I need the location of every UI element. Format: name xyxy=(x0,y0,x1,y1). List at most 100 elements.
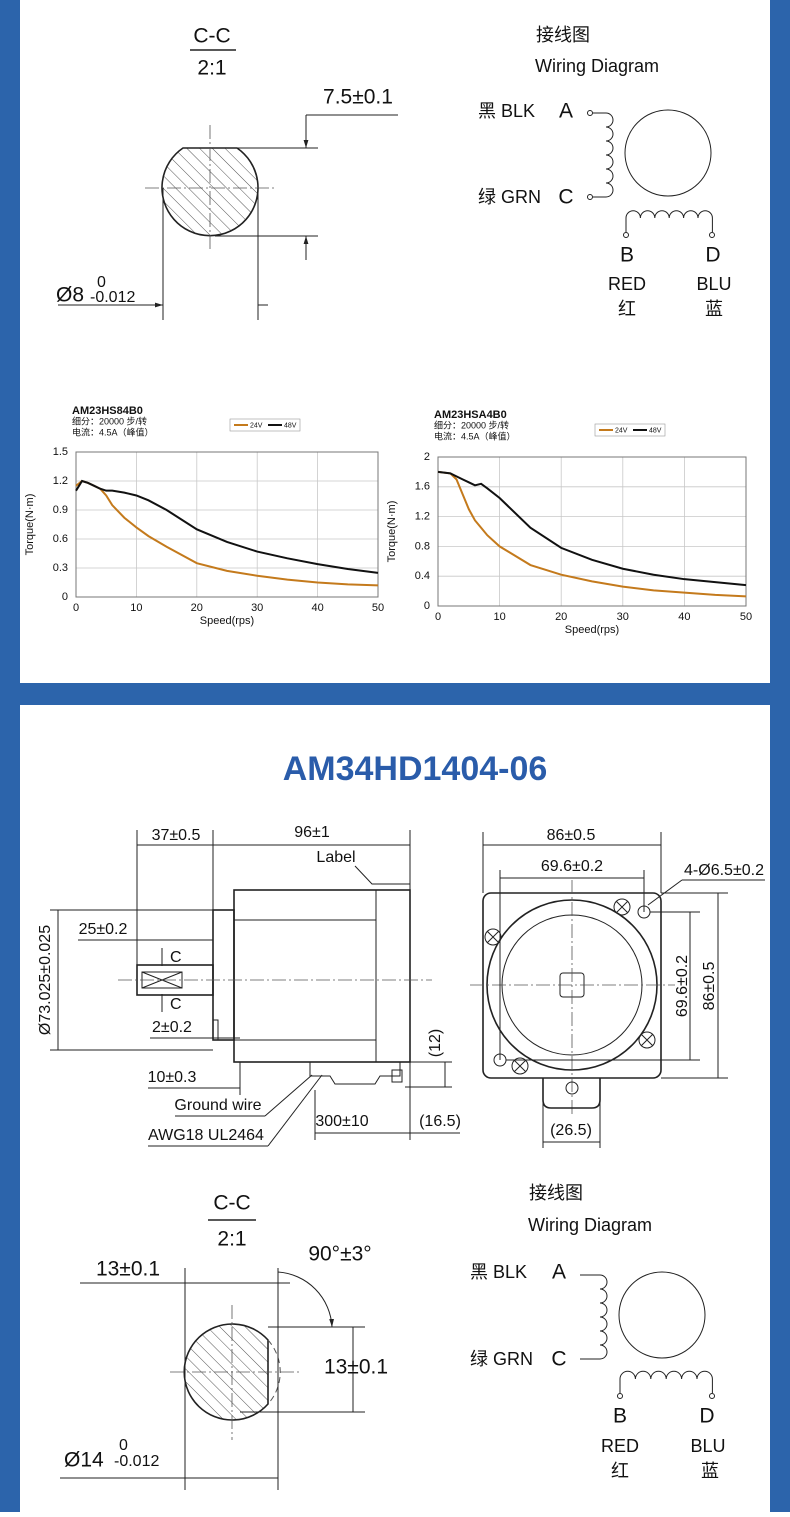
x-tick-label: 10 xyxy=(130,602,142,614)
series-line xyxy=(75,479,379,574)
term-d: D xyxy=(699,1405,714,1428)
x-tick-label: 50 xyxy=(372,602,384,614)
term-b: B xyxy=(613,1405,627,1428)
term-c: C xyxy=(558,186,573,209)
x-tick-label: 0 xyxy=(73,602,79,614)
series-line xyxy=(437,470,747,587)
exit-height: (12) xyxy=(427,1029,444,1057)
y-tick-label: 0.8 xyxy=(415,540,430,552)
shaft-length: 37±0.5 xyxy=(152,827,201,844)
body-length: 96±1 xyxy=(294,824,330,841)
chart-subtitle: 细分：20000 步/转 xyxy=(72,415,147,426)
flat-dim-v: 13±0.1 xyxy=(324,1356,388,1379)
color-d: BLU xyxy=(696,274,731,294)
top-section: C-C 2:1 7.5±0.1 Ø8 0 -0.012 xyxy=(56,25,398,320)
y-tick-label: 0.9 xyxy=(53,504,68,516)
color-d: BLU xyxy=(690,1436,725,1456)
color-d-cn: 蓝 xyxy=(701,1461,719,1481)
wire-c: 绿 GRN xyxy=(478,187,541,207)
term-c: C xyxy=(551,1348,566,1371)
y-tick-label: 0.3 xyxy=(53,562,68,574)
front-width: 86±0.5 xyxy=(547,827,596,844)
pilot-diameter: Ø73.025±0.025 xyxy=(37,925,54,1035)
flat-dim: 13±0.1 xyxy=(96,1258,160,1281)
legend-label: 24V xyxy=(615,427,628,434)
color-b-cn: 红 xyxy=(611,1461,629,1481)
series-line xyxy=(437,470,747,598)
ground-wire: Ground wire xyxy=(174,1097,261,1114)
section-mark: C xyxy=(170,949,182,966)
tab-width: (26.5) xyxy=(550,1122,592,1139)
wiring-title-en: Wiring Diagram xyxy=(535,56,659,76)
top-panel xyxy=(20,0,770,683)
side-view: 37±0.5 96±1 Label 25±0.2 C C Ø73.025±0.0… xyxy=(37,824,461,1147)
legend-label: 48V xyxy=(284,422,297,429)
hole-spacing: 69.6±0.2 xyxy=(541,858,603,875)
y-tick-label: 0.4 xyxy=(415,570,430,582)
wiring-title-cn: 接线图 xyxy=(529,1183,583,1203)
diameter-dim: Ø14 xyxy=(64,1449,104,1472)
pilot-height: 2±0.2 xyxy=(152,1019,192,1036)
y-axis-label: Torque(N·m) xyxy=(24,494,36,556)
chart-subtitle: 电流：4.5A（峰值） xyxy=(72,426,154,437)
flange-dim: 10±0.3 xyxy=(148,1069,197,1086)
wiring-title-en: Wiring Diagram xyxy=(528,1215,652,1235)
upper-tol: 0 xyxy=(119,1437,128,1454)
legend-box xyxy=(229,418,301,432)
color-b: RED xyxy=(601,1436,639,1456)
x-tick-label: 50 xyxy=(740,611,752,623)
term-a: A xyxy=(559,100,573,123)
y-tick-label: 1.2 xyxy=(53,475,68,487)
bottom-panel xyxy=(20,705,770,1512)
exit-offset: (16.5) xyxy=(419,1113,461,1130)
y-tick-label: 0 xyxy=(62,591,68,603)
x-axis-label: Speed(rps) xyxy=(200,615,254,627)
legend-label: 24V xyxy=(250,422,263,429)
wire-a: 黑 BLK xyxy=(478,101,535,121)
section-scale: 2:1 xyxy=(217,1228,246,1251)
front-view: 86±0.5 69.6±0.2 4-Ø6.5±0.2 69.6±0.2 86±0… xyxy=(470,827,765,1148)
y-tick-label: 1.6 xyxy=(415,481,430,493)
label-note: Label xyxy=(316,849,355,866)
color-b-cn: 红 xyxy=(618,299,636,319)
chart-title: AM23HSA4B0 xyxy=(434,409,507,421)
legend-label: 48V xyxy=(649,427,662,434)
section-label: C-C xyxy=(193,25,230,48)
y-tick-label: 0 xyxy=(424,600,430,612)
section-label: C-C xyxy=(213,1192,250,1215)
flat-dim: 7.5±0.1 xyxy=(323,86,393,109)
chart-title: AM23HS84B0 xyxy=(72,405,143,417)
x-tick-label: 0 xyxy=(435,611,441,623)
hole-spec: 4-Ø6.5±0.2 xyxy=(684,862,764,879)
lead-length: 300±10 xyxy=(315,1113,368,1130)
lower-tol: -0.012 xyxy=(90,289,135,306)
x-tick-label: 10 xyxy=(493,611,505,623)
term-a: A xyxy=(552,1261,566,1284)
y-tick-label: 1.2 xyxy=(415,511,430,523)
y-axis-label: Torque(N·m) xyxy=(386,501,398,563)
angle-dim: 90°±3° xyxy=(308,1243,371,1266)
front-height: 86±0.5 xyxy=(701,961,718,1010)
bottom-wiring: 接线图 Wiring Diagram 黑 BLK A 绿 GRN C B D R… xyxy=(470,1183,726,1481)
x-tick-label: 20 xyxy=(555,611,567,623)
bottom-section: C-C 2:1 13±0.1 90°±3° 13±0.1 Ø14 0 -0.01… xyxy=(60,1192,388,1490)
upper-tol: 0 xyxy=(97,274,106,291)
chart-subtitle: 电流：4.5A（峰值） xyxy=(434,430,516,441)
x-axis-label: Speed(rps) xyxy=(565,624,619,636)
wire-a: 黑 BLK xyxy=(470,1262,527,1282)
wire-c: 绿 GRN xyxy=(470,1349,533,1369)
model-title: AM34HD1404-06 xyxy=(283,750,548,788)
term-d: D xyxy=(705,244,720,267)
y-tick-label: 1.5 xyxy=(53,446,68,458)
top-wiring: 接线图 Wiring Diagram 黑 BLK A 绿 GRN C B D R… xyxy=(478,25,732,319)
y-tick-label: 0.6 xyxy=(53,533,68,545)
wiring-title-cn: 接线图 xyxy=(536,25,590,45)
legend-box xyxy=(594,423,666,437)
x-tick-label: 40 xyxy=(678,611,690,623)
chart-subtitle: 细分：20000 步/转 xyxy=(434,419,509,430)
x-tick-label: 30 xyxy=(617,611,629,623)
plot-frame xyxy=(75,451,379,598)
